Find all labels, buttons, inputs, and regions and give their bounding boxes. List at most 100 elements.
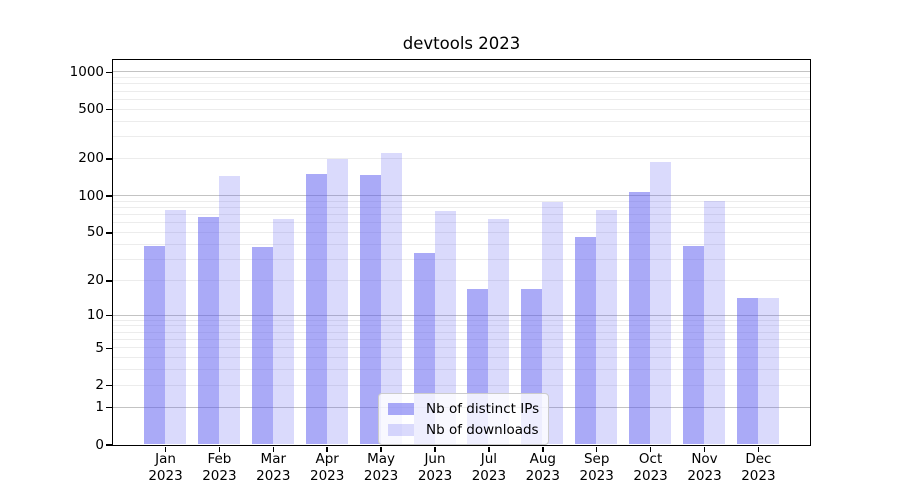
xtick-label-oct: Oct 2023 [621,451,681,485]
xtick-year-jul: 2023 [471,468,507,484]
ytick-label-2: 2 [95,377,104,394]
xtick-month-oct: Oct [638,451,663,467]
ytick-mark-50 [106,232,112,234]
xtick-label-feb: Feb 2023 [189,451,249,485]
bar-downloads-nov [704,201,725,445]
xtick-year-jun: 2023 [417,468,453,484]
gridline-minor-600 [112,98,810,100]
xtick-mark-aug [542,446,544,452]
gridline-minor-6 [112,339,810,341]
ytick-mark-2 [106,384,112,387]
bar-downloads-dec [757,298,779,445]
bar-downloads-mar [272,218,294,445]
xtick-label-mar: Mar 2023 [243,451,303,485]
xtick-mark-mar [272,446,275,452]
bars-layer [113,60,810,445]
legend-swatch-distinct-ips [388,402,414,415]
gridline-minor-3 [112,369,810,371]
xtick-mark-feb [218,446,221,452]
gridline-minor-30 [112,258,810,260]
legend-item-downloads: Nb of downloads [388,419,539,440]
ytick-mark-1000 [106,71,112,74]
ytick-mark-0 [106,444,112,446]
bar-downloads-feb [218,175,240,445]
xtick-month-jan: Jan [155,451,176,467]
xtick-month-nov: Nov [691,451,718,467]
xtick-month-apr: Apr [315,451,339,467]
legend-swatch-downloads [388,423,414,436]
gridline-minor-90 [112,200,810,202]
bar-downloads-may [380,152,402,445]
ytick-label-100: 100 [78,187,104,204]
xtick-label-sep: Sep 2023 [567,451,627,485]
xtick-month-sep: Sep [583,451,610,467]
xtick-label-aug: Aug 2023 [513,451,573,485]
bar-ips-mar [251,246,273,445]
xtick-month-aug: Aug [529,451,556,467]
xtick-month-feb: Feb [207,451,232,467]
bar-downloads-jan [165,210,186,445]
gridline-minor-70 [112,214,810,216]
ytick-mark-200 [106,158,112,160]
xtick-label-jul: Jul 2023 [459,451,519,485]
legend-label-distinct-ips: Nb of distinct IPs [426,400,540,417]
ytick-label-20: 20 [86,272,104,289]
xtick-mark-sep [595,446,598,452]
legend: Nb of distinct IPs Nb of downloads [378,393,550,445]
bar-ips-jan [144,245,165,445]
xtick-label-dec: Dec 2023 [728,451,788,485]
xtick-label-jun: Jun 2023 [405,451,465,485]
ytick-label-500: 500 [78,101,104,118]
xtick-year-mar: 2023 [256,468,291,484]
ytick-label-1000: 1000 [69,63,104,80]
ytick-label-5: 5 [95,339,104,356]
xtick-mark-jul [488,446,490,452]
xtick-year-sep: 2023 [579,468,614,484]
ytick-mark-10 [106,314,112,317]
ytick-label-0: 0 [95,436,104,453]
gridline-minor-200 [112,157,810,159]
plot-area [111,58,811,446]
gridline-minor-800 [112,83,810,85]
ytick-mark-100 [106,195,112,197]
bar-downloads-jul [488,218,510,445]
xtick-year-may: 2023 [363,468,399,484]
xtick-mark-nov [703,446,706,452]
gridline-minor-5 [112,347,810,349]
bar-ips-apr [305,174,327,445]
xtick-year-feb: 2023 [202,468,237,484]
ytick-label-1: 1 [95,399,104,416]
gridline-major-1000 [112,71,810,73]
gridline-minor-500 [112,108,810,110]
xtick-month-jun: Jun [424,451,446,467]
gridline-minor-7 [112,331,810,333]
xtick-year-oct: 2023 [633,468,668,484]
gridline-major-100 [112,195,810,197]
bar-ips-oct [629,191,651,445]
xtick-mark-may [380,446,382,452]
gridline-major-10 [112,314,810,316]
xtick-month-may: May [367,451,396,467]
ytick-label-200: 200 [78,150,104,167]
xtick-year-jan: 2023 [148,468,183,484]
bar-downloads-oct [650,162,672,445]
gridline-minor-900 [112,77,810,79]
legend-label-downloads: Nb of downloads [426,421,539,438]
bar-ips-feb [197,216,219,445]
bar-downloads-jun [434,210,456,445]
xtick-label-jan: Jan 2023 [136,451,196,485]
xtick-month-dec: Dec [745,451,772,467]
gridline-minor-2 [112,384,810,386]
gridline-minor-700 [112,90,810,92]
xtick-month-mar: Mar [260,451,287,467]
ytick-mark-1 [106,406,112,409]
bar-downloads-apr [326,158,348,445]
xtick-label-nov: Nov 2023 [675,451,735,485]
gridline-minor-50 [112,231,810,233]
xtick-month-jul: Jul [480,451,498,467]
legend-item-distinct-ips: Nb of distinct IPs [388,398,539,419]
ytick-mark-20 [106,280,112,282]
chart-title: devtools 2023 [402,34,521,53]
gridline-minor-60 [112,222,810,224]
gridline-minor-80 [112,206,810,208]
